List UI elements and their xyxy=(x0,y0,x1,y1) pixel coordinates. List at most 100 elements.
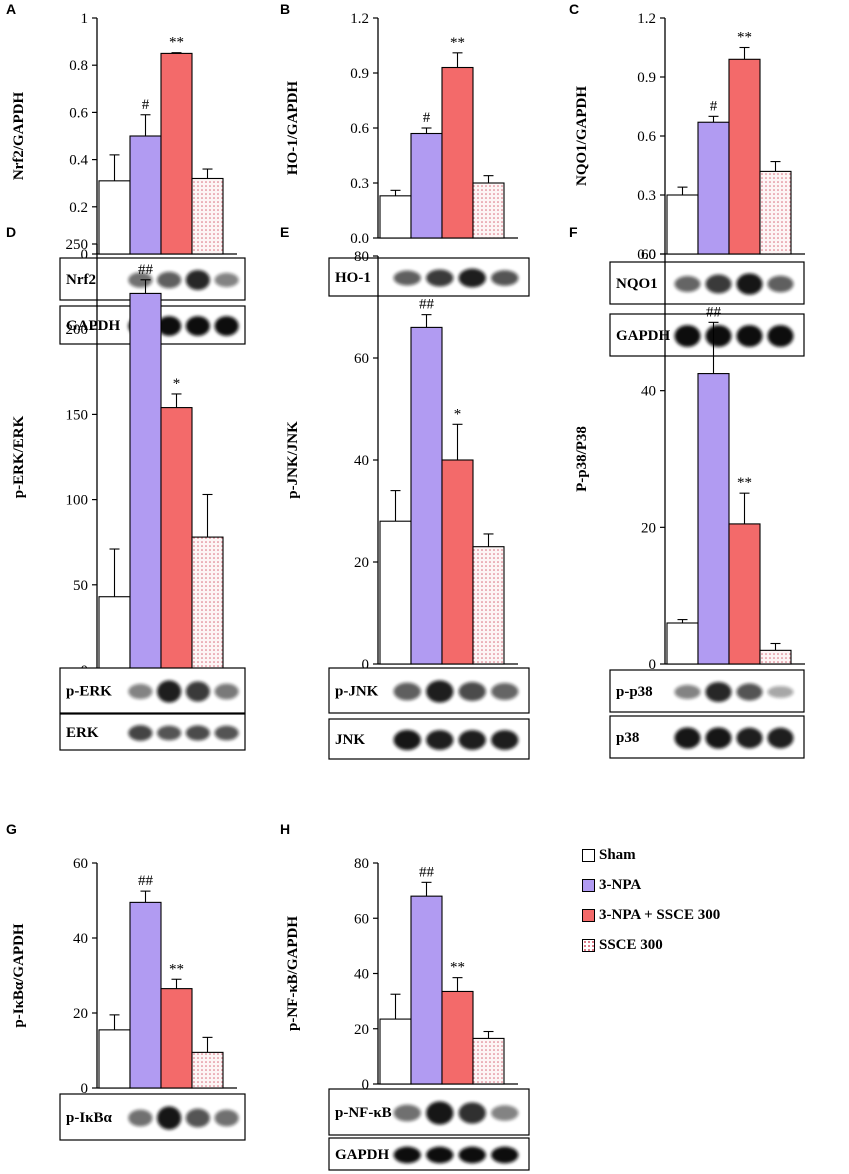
bar-ssce-300 xyxy=(472,1037,505,1085)
panel-C: C 0.0 0.3 0.6 0.9 1.2 NQO1/GAPDH # ** NQO1 GAPDH xyxy=(569,1,805,357)
y-tick-label: 80 xyxy=(354,249,369,265)
legend-item-3npa: 3-NPA xyxy=(582,870,842,900)
blot-p38: p38 xyxy=(609,715,805,759)
y-axis-label: p-ERK/ERK xyxy=(11,415,27,498)
bar-sham xyxy=(98,180,131,255)
significance-mark: * xyxy=(454,406,462,422)
blot-band xyxy=(458,682,486,701)
legend-label-sham: Sham xyxy=(599,846,636,863)
significance-mark: ## xyxy=(419,297,435,313)
blot-label: HO-1 xyxy=(335,270,371,286)
y-tick-label: 250 xyxy=(66,237,89,253)
blot-label: Nrf2 xyxy=(66,272,96,288)
y-tick-label: 60 xyxy=(354,351,369,367)
blot-band xyxy=(491,1105,519,1121)
bar-ssce-300 xyxy=(472,546,505,665)
y-tick-label: 0 xyxy=(362,1077,370,1093)
blot-band xyxy=(458,268,486,288)
bar-3-npa xyxy=(697,121,730,255)
y-tick-label: 0.6 xyxy=(69,105,88,121)
blot-nqo1: NQO1 xyxy=(609,261,805,305)
bar-3-npa xyxy=(410,326,443,665)
significance-mark: ** xyxy=(169,961,184,977)
y-tick-label: 0 xyxy=(81,1081,89,1097)
blot-band xyxy=(426,680,454,703)
y-tick-label: 0 xyxy=(649,657,657,673)
blot-band xyxy=(157,271,182,289)
y-axis-label: p-NF-κB/GAPDH xyxy=(285,916,301,1031)
legend: Sham 3-NPA 3-NPA + SSCE 300 SSCE 300 xyxy=(582,840,842,960)
blot-band xyxy=(157,1106,182,1130)
legend-label-3npa: 3-NPA xyxy=(599,876,642,893)
blot-p-erk: p-ERK xyxy=(59,667,246,714)
y-tick-label: 20 xyxy=(354,555,369,571)
y-tick-label: 0.0 xyxy=(637,247,656,263)
legend-item-ssce: SSCE 300 xyxy=(582,930,842,960)
blot-ho-1: HO-1 xyxy=(328,257,530,297)
y-axis-label: p-JNK/JNK xyxy=(285,421,301,499)
panel-letter: D xyxy=(6,224,16,240)
y-tick-label: 60 xyxy=(641,247,656,263)
blot-band xyxy=(767,275,794,293)
y-tick-label: 0.8 xyxy=(69,58,88,74)
bar-ssce-300 xyxy=(759,170,792,255)
legend-swatch-sham xyxy=(582,848,595,862)
blot-band xyxy=(185,1108,210,1128)
blot-band xyxy=(458,1102,486,1124)
blot-gapdh: GAPDH xyxy=(328,1137,530,1171)
blot-label: p-ERK xyxy=(66,684,112,700)
blot-p-p38: p-p38 xyxy=(609,669,805,713)
legend-swatch-ssce xyxy=(582,938,595,952)
panel-letter: A xyxy=(6,1,16,17)
bar-3-npa xyxy=(697,373,730,665)
significance-mark: # xyxy=(423,110,431,126)
blot-band xyxy=(426,1101,454,1125)
bar-3-npa-ssce-300 xyxy=(160,988,193,1089)
blot-band xyxy=(426,730,454,750)
panel-letter: G xyxy=(6,821,17,837)
blot-band xyxy=(426,1146,454,1164)
y-tick-label: 60 xyxy=(354,911,369,927)
significance-mark: ** xyxy=(450,35,465,51)
blot-band xyxy=(491,1146,519,1164)
significance-mark: # xyxy=(142,97,150,113)
panel-A: A 0 0.2 0.4 0.6 0.8 1 Nrf2/GAPDH # ** Nrf2 GAPDH xyxy=(6,1,246,345)
blot-band xyxy=(458,730,486,750)
y-tick-label: 40 xyxy=(73,931,88,947)
blot-band xyxy=(393,729,421,751)
bar-sham xyxy=(98,1029,131,1089)
blot-band xyxy=(128,272,153,288)
y-tick-label: 100 xyxy=(66,493,89,509)
y-axis-label: p-IκBα/GAPDH xyxy=(11,923,27,1028)
blot-band xyxy=(674,684,701,700)
blot-band xyxy=(491,730,519,750)
bar-3-npa-ssce-300 xyxy=(728,58,761,255)
blot-band xyxy=(214,683,239,700)
blot-band xyxy=(185,681,210,702)
significance-mark: ** xyxy=(450,960,465,976)
blot-label: NQO1 xyxy=(616,276,658,292)
bar-3-npa-ssce-300 xyxy=(441,459,474,665)
bar-3-npa xyxy=(410,132,443,239)
y-tick-label: 20 xyxy=(354,1022,369,1038)
y-axis-label: P-p38/P38 xyxy=(574,426,590,492)
blot-band xyxy=(157,725,182,741)
bar-3-npa xyxy=(129,901,162,1089)
blot-label: p-NF-κB xyxy=(335,1105,392,1121)
blot-label: GAPDH xyxy=(616,328,670,344)
blot-jnk: JNK xyxy=(328,718,530,760)
bar-ssce-300 xyxy=(191,177,224,255)
blot-band xyxy=(214,272,239,288)
blot-frame xyxy=(59,1093,246,1141)
panel-letter: B xyxy=(280,1,290,17)
bar-3-npa-ssce-300 xyxy=(160,52,193,255)
panel-D: D 0 50 100 150 200 250 p-ERK/ERK ## * p-ERK ERK xyxy=(6,224,246,751)
y-tick-label: 0 xyxy=(362,657,370,673)
blot-label: p38 xyxy=(616,730,639,746)
y-tick-label: 0.6 xyxy=(637,129,656,145)
bar-3-npa xyxy=(129,292,162,671)
blot-band xyxy=(674,276,701,292)
blot-band xyxy=(185,725,210,741)
y-tick-label: 0.2 xyxy=(69,200,88,216)
